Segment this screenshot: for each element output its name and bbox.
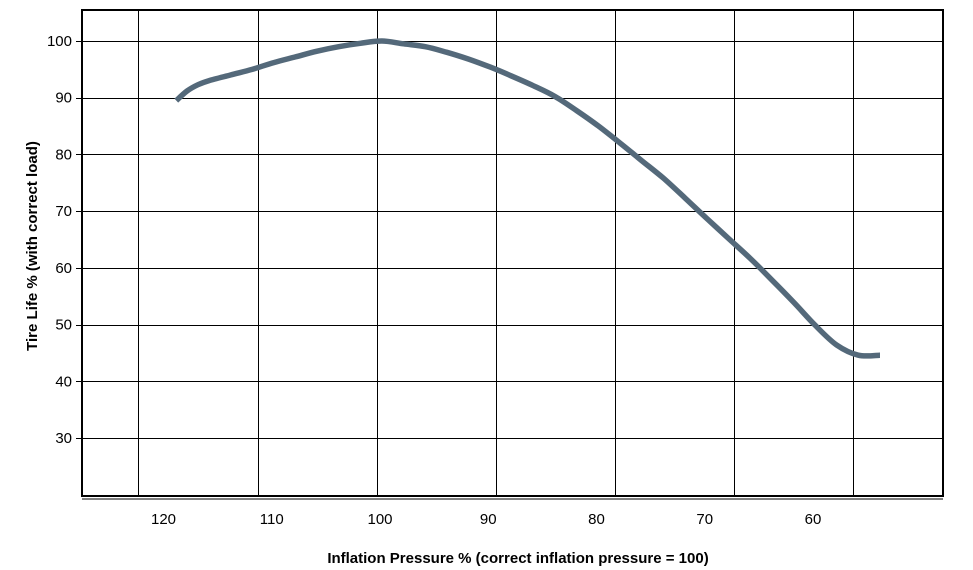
x-tick-label: 110 bbox=[260, 511, 284, 528]
y-tick-label: 80 bbox=[55, 146, 72, 163]
y-tick-label: 70 bbox=[55, 203, 72, 220]
x-tick-label: 90 bbox=[480, 511, 497, 528]
y-axis-title: Tire Life % (with correct load) bbox=[24, 141, 41, 351]
y-tick-labels: 100 90 80 70 60 50 40 30 bbox=[47, 33, 82, 447]
series-layer bbox=[174, 38, 881, 359]
y-tick-label: 40 bbox=[55, 373, 72, 390]
tire-life-series-line bbox=[174, 38, 881, 359]
x-tick-label: 60 bbox=[805, 511, 822, 528]
y-tick-label: 60 bbox=[55, 260, 72, 277]
x-tick-label: 70 bbox=[696, 511, 713, 528]
x-axis-title: Inflation Pressure % (correct inflation … bbox=[327, 550, 708, 567]
y-tick-label: 100 bbox=[47, 33, 72, 50]
y-tick-label: 90 bbox=[55, 90, 72, 107]
plot-frame bbox=[81, 9, 944, 497]
x-tick-labels: 120 110 100 90 80 70 60 bbox=[151, 511, 821, 528]
y-tick-label: 30 bbox=[55, 430, 72, 447]
y-tick-label: 50 bbox=[55, 317, 72, 334]
x-tick-label: 120 bbox=[151, 511, 176, 528]
x-tick-label: 80 bbox=[588, 511, 605, 528]
grid bbox=[82, 10, 943, 500]
x-tick-label: 100 bbox=[367, 511, 392, 528]
